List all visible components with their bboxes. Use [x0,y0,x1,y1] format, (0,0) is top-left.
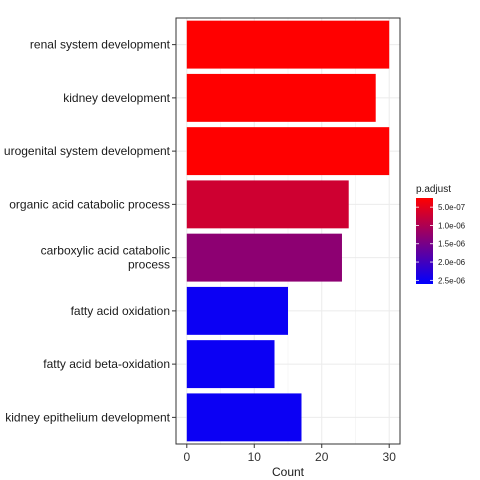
legend-tick-label: 1.5e-06 [438,240,466,249]
x-tick-label: 10 [248,450,262,464]
category-label: carboxylic acid catabolic [41,244,170,258]
category-label: process [128,258,170,272]
category-label: renal system development [30,38,171,52]
legend-title: p.adjust [416,184,451,195]
legend: p.adjust 5.0e-07 1.0e-06 1.5e-06 2.0e-06 2.5… [416,184,466,285]
x-axis-title: Count [272,465,305,479]
category-label: kidney epithelium development [5,410,170,424]
x-tick-label: 20 [315,450,329,464]
panel-border [175,17,401,445]
x-tick-label: 30 [383,450,397,464]
bar [186,127,390,176]
legend-colorbar [416,198,433,284]
bars [186,20,390,442]
bar [186,73,376,122]
bar [186,20,390,69]
category-label: fatty acid beta-oxidation [43,357,170,371]
bar [186,286,288,335]
legend-tick-label: 1.0e-06 [438,221,466,230]
x-axis: 0 10 20 30 [183,444,396,464]
category-label: organic acid catabolic process [9,197,170,211]
category-labels: renal system development kidney developme… [4,38,176,424]
x-tick-label: 0 [183,450,190,464]
category-label: urogenital system development [4,144,171,158]
bar [186,233,342,282]
bar [186,180,349,229]
category-label: kidney development [63,91,170,105]
legend-tick-label: 2.5e-06 [438,276,466,285]
bar [186,340,275,389]
category-label: fatty acid oxidation [71,304,170,318]
legend-tick-label: 5.0e-07 [438,203,466,212]
legend-tick-label: 2.0e-06 [438,258,466,267]
bar [186,393,302,442]
